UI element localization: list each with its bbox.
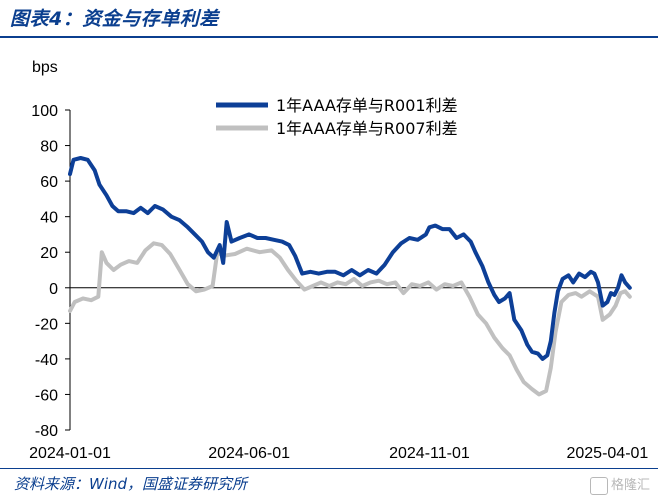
y-tick-label: 60 <box>40 174 58 191</box>
watermark-text: 格隆汇 <box>610 478 650 493</box>
x-tick-label: 2024-01-01 <box>29 445 111 462</box>
footer-rule <box>0 468 658 469</box>
series-line-r007 <box>68 241 632 397</box>
y-axis: -80 -60 -40 -20 0 20 40 60 80 100 <box>31 103 71 440</box>
y-axis-label: bps <box>32 59 58 76</box>
watermark: 格隆汇 <box>589 474 650 495</box>
y-tick-label: -60 <box>35 387 58 404</box>
y-tick-label: 40 <box>40 210 58 227</box>
legend-label-r001: 1年AAA存单与R001利差 <box>276 96 458 115</box>
y-tick-label: 20 <box>40 245 58 262</box>
y-tick-label: 0 <box>49 281 58 298</box>
title-rule <box>0 36 658 38</box>
x-tick-label: 2024-11-01 <box>389 445 470 462</box>
y-tick-label: 80 <box>40 139 58 156</box>
figure-title: 图表4：资金与存单利差 <box>10 8 219 30</box>
legend-label-r007: 1年AAA存单与R007利差 <box>276 119 458 138</box>
source-note: 资料来源：Wind，国盛证券研究所 <box>14 475 248 493</box>
watermark-logo-icon <box>589 476 608 495</box>
y-tick-label: 100 <box>31 103 58 120</box>
x-tick-label: 2025-04-01 <box>566 445 648 462</box>
series-line-r001 <box>68 156 632 361</box>
y-tick-label: -20 <box>35 316 58 333</box>
legend: 1年AAA存单与R001利差 1年AAA存单与R007利差 <box>216 96 458 138</box>
x-axis: 2024-01-01 2024-06-01 2024-11-01 2025-04-01 <box>29 287 648 462</box>
y-tick-label: -40 <box>35 352 58 369</box>
y-tick-label: -80 <box>35 423 58 440</box>
x-tick-label: 2024-06-01 <box>208 445 290 462</box>
series-lines <box>68 156 632 397</box>
